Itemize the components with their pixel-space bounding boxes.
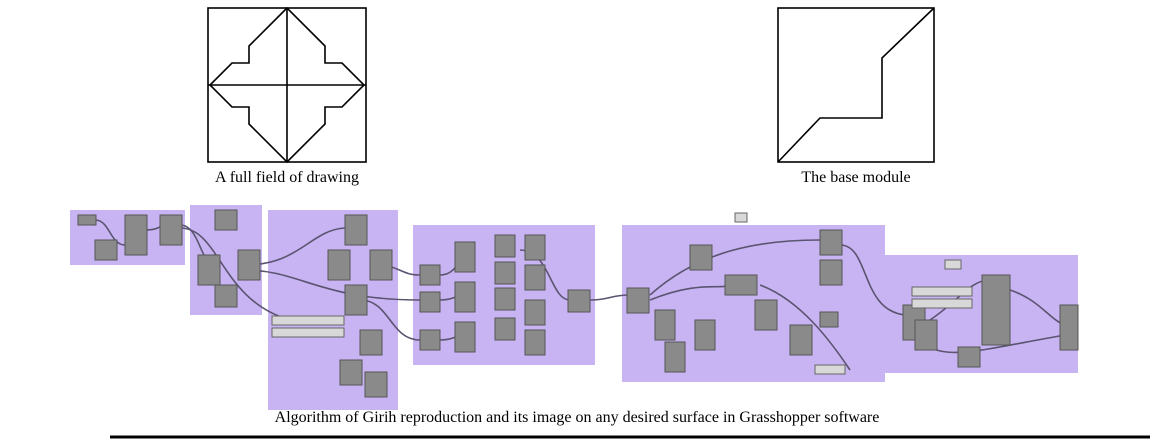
base-module-drawing	[777, 7, 935, 163]
grasshopper-screenshot	[70, 205, 1079, 410]
figure-caption: A full field of drawing	[215, 169, 359, 186]
figure-caption: The base module	[801, 169, 910, 186]
full-field-drawing	[207, 6, 367, 164]
figure-caption: Algorithm of Girih reproduction and its …	[275, 409, 880, 426]
